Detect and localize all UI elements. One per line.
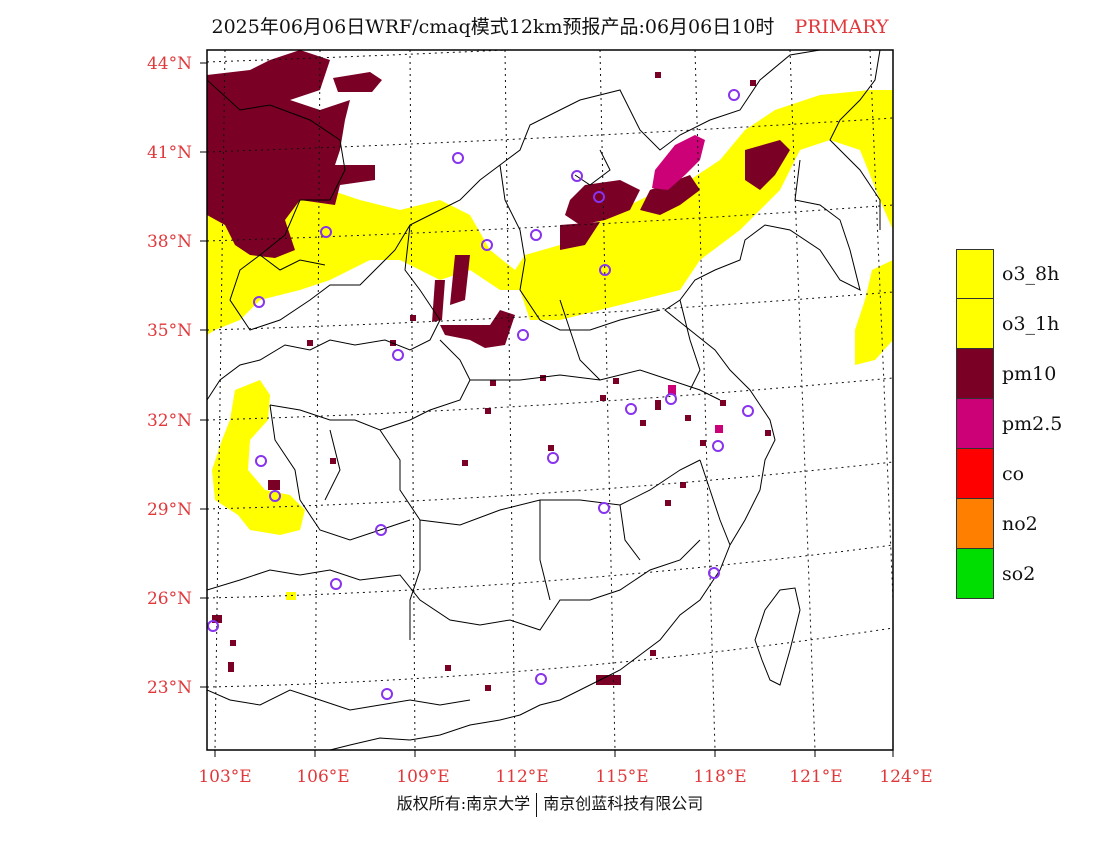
footer-right: 南京创蓝科技有限公司: [543, 794, 704, 813]
lon-label: 121°E: [789, 767, 842, 787]
legend-label: so2: [1002, 563, 1036, 585]
legend-label: pm2.5: [1002, 413, 1063, 435]
title-text: 2025年06月06日WRF/cmaq模式12km预报产品:06月06日10时: [211, 16, 775, 38]
legend-label: no2: [1002, 513, 1038, 535]
graticule: [207, 50, 893, 750]
lon-label: 112°E: [495, 767, 548, 787]
o3-area: [207, 90, 893, 600]
lon-label: 109°E: [396, 767, 449, 787]
lat-label: 35°N: [147, 321, 192, 341]
lat-label: 29°N: [147, 500, 192, 520]
lat-label: 26°N: [147, 589, 192, 609]
map-title: 2025年06月06日WRF/cmaq模式12km预报产品:06月06日10时 …: [0, 12, 1100, 39]
lat-labels: 44°N 41°N 38°N 35°N 32°N 29°N 26°N 23°N: [147, 54, 192, 698]
boundaries: [207, 50, 881, 750]
footer-divider: [536, 792, 538, 817]
station-markers: [207, 89, 754, 700]
title-tag: PRIMARY: [794, 16, 889, 38]
legend-swatch: [956, 449, 994, 499]
pm10-area: [207, 50, 790, 685]
legend-swatch: [956, 549, 994, 599]
lat-label: 38°N: [147, 232, 192, 252]
lon-label: 103°E: [198, 767, 251, 787]
speckles: [212, 72, 771, 691]
legend-label: o3_1h: [1002, 313, 1060, 335]
lon-label: 115°E: [595, 767, 648, 787]
map-content: [207, 50, 893, 750]
legend-swatch: [956, 499, 994, 549]
legend-label: pm10: [1002, 363, 1057, 385]
lat-label: 44°N: [147, 54, 192, 74]
map-frame: [206, 49, 894, 751]
legend-label: co: [1002, 463, 1025, 485]
legend-swatch: [956, 249, 994, 299]
lat-label: 23°N: [147, 678, 192, 698]
copyright-footer: 版权所有:南京大学 南京创蓝科技有限公司: [0, 790, 1100, 817]
legend-label: o3_8h: [1002, 263, 1060, 285]
pm25-area: [652, 135, 723, 433]
legend-swatch: [956, 349, 994, 399]
tick-marks: [200, 62, 894, 757]
lon-label: 124°E: [879, 767, 932, 787]
legend-swatch: [956, 299, 994, 349]
lat-label: 32°N: [147, 411, 192, 431]
footer-left: 版权所有:南京大学: [396, 794, 531, 813]
lon-label: 118°E: [693, 767, 746, 787]
legend-swatch: [956, 399, 994, 449]
lon-label: 106°E: [296, 767, 349, 787]
lat-label: 41°N: [147, 143, 192, 163]
lon-labels: 103°E 106°E 109°E 112°E 115°E 118°E 121°…: [198, 767, 932, 787]
